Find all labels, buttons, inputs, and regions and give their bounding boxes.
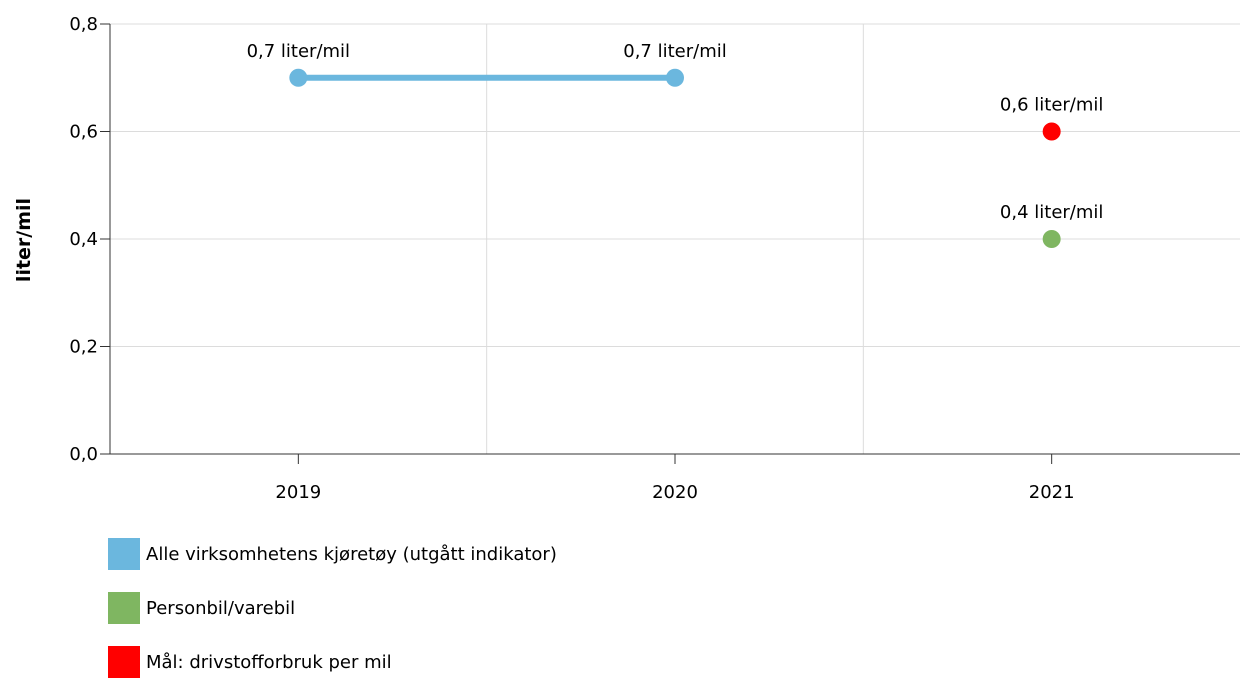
data-label: 0,4 liter/mil	[1000, 202, 1103, 223]
legend-swatch	[108, 538, 140, 570]
y-tick-label: 0,6	[69, 122, 98, 143]
data-label: 0,7 liter/mil	[247, 41, 350, 62]
gridlines	[110, 23, 1240, 454]
legend-item[interactable]: Mål: drivstofforbruk per mil	[108, 646, 557, 678]
legend-item[interactable]: Alle virksomhetens kjøretøy (utgått indi…	[108, 538, 557, 570]
x-tick-label: 2020	[652, 482, 698, 503]
legend-label: Mål: drivstofforbruk per mil	[146, 651, 392, 673]
legend-item[interactable]: Personbil/varebil	[108, 592, 557, 624]
y-axis-title: liter/mil	[13, 198, 35, 282]
data-point[interactable]	[1042, 230, 1061, 248]
data-point[interactable]	[289, 68, 308, 87]
data-point[interactable]	[666, 68, 684, 87]
x-tick-label: 2021	[1029, 482, 1075, 503]
data-labels: 0,7 liter/mil 0,7 liter/mil 0,4 liter/mil 0…	[247, 41, 1104, 223]
x-tick-label: 2019	[275, 482, 321, 503]
legend: Alle virksomhetens kjøretøy (utgått indi…	[108, 538, 557, 700]
legend-swatch	[108, 592, 140, 624]
legend-swatch	[108, 646, 140, 678]
axes	[100, 23, 1240, 464]
data-label: 0,6 liter/mil	[1000, 95, 1103, 116]
data-label: 0,7 liter/mil	[623, 41, 726, 62]
y-tick-label: 0,4	[69, 229, 98, 250]
line-chart: 0,0 0,2 0,4 0,6 0,8 2019 2020 2021 liter/mil 0,…	[13, 14, 1240, 503]
y-tick-label: 0,8	[69, 14, 98, 35]
tick-labels: 0,0 0,2 0,4 0,6 0,8 2019 2020 2021	[69, 14, 1074, 503]
y-tick-label: 0,0	[69, 444, 98, 465]
series-marks	[289, 68, 1061, 248]
data-point[interactable]	[1042, 122, 1061, 141]
y-tick-label: 0,2	[69, 337, 98, 358]
legend-label: Alle virksomhetens kjøretøy (utgått indi…	[146, 543, 557, 565]
legend-label: Personbil/varebil	[146, 597, 296, 619]
